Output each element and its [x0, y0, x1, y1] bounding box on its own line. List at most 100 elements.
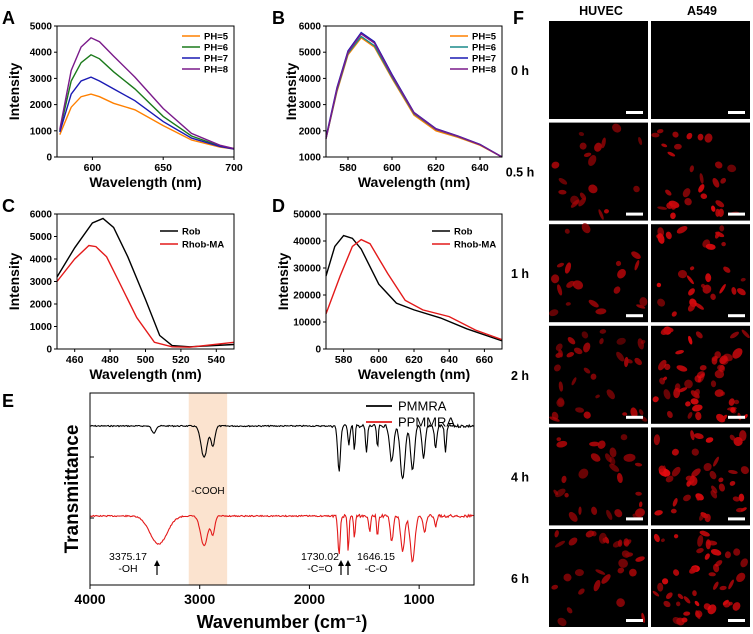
x-tick-label: 2000 [294, 591, 325, 607]
cell [617, 567, 625, 574]
cell [713, 456, 719, 467]
cell [687, 303, 696, 312]
x-axis-label: Wavelength (nm) [89, 174, 201, 190]
cell [588, 154, 597, 167]
cell [583, 152, 592, 157]
cell [609, 447, 617, 458]
legend-label-PH=8: PH=8 [204, 65, 228, 76]
cell [612, 123, 622, 133]
cell [634, 462, 643, 467]
cell [665, 475, 674, 483]
row-label: 0 h [511, 64, 529, 78]
cell [591, 531, 597, 537]
cell [568, 537, 578, 546]
cell [595, 308, 607, 315]
y-tick-label: 0 [46, 345, 52, 356]
cell [578, 588, 585, 595]
column-header: HUVEC [579, 4, 623, 18]
cell [593, 579, 601, 592]
cell [599, 338, 604, 345]
cell [663, 389, 671, 400]
cell [741, 329, 750, 339]
cell [733, 548, 741, 556]
y-tick-label: 4000 [30, 48, 53, 59]
series-line-Rob [325, 234, 503, 342]
cell [656, 129, 664, 134]
y-axis-label: Intensity [275, 253, 291, 311]
cell [690, 266, 695, 271]
cell [550, 274, 560, 284]
cell [578, 468, 589, 479]
cell [641, 612, 646, 623]
cell [674, 383, 681, 392]
legend-label-PH=5: PH=5 [204, 32, 229, 43]
x-axis-label: Wavelength (nm) [358, 366, 470, 382]
cell [719, 355, 728, 365]
plot-frame [325, 213, 503, 350]
cell [740, 466, 749, 475]
micrograph-tile [651, 427, 750, 526]
cell [657, 206, 668, 210]
cell [555, 488, 566, 498]
cell [583, 367, 591, 374]
cell [714, 161, 723, 169]
panel-F: F HUVEC A549 0 h 0.5 h 1 h 2 h 4 h 6 h [506, 4, 750, 627]
column-header: A549 [687, 4, 717, 18]
cell [673, 569, 680, 576]
cell [672, 131, 679, 138]
cell [690, 390, 700, 399]
cell [686, 275, 694, 285]
tile-background [549, 224, 648, 323]
x-tick-label: 480 [101, 354, 119, 366]
cell [566, 607, 573, 614]
x-tick-label: 1000 [404, 591, 435, 607]
y-tick-label: 1000 [30, 126, 53, 137]
cell [729, 480, 736, 486]
cell [557, 284, 563, 296]
cooh-band [188, 393, 228, 585]
cell [721, 414, 728, 421]
cell [652, 396, 659, 403]
cell [727, 164, 737, 173]
x-tick-label: 600 [370, 354, 388, 366]
cell [699, 365, 707, 371]
cell [558, 381, 564, 392]
cell [634, 357, 642, 366]
cell [676, 225, 688, 234]
cell [685, 401, 691, 407]
cell [730, 407, 736, 413]
cell [721, 241, 726, 247]
cell [555, 343, 563, 351]
cell [566, 352, 575, 358]
cell [728, 469, 738, 475]
x-tick-label: 500 [137, 354, 155, 366]
cell [638, 136, 643, 146]
y-tick-label: 2000 [30, 100, 53, 111]
y-tick-label: 3000 [30, 74, 53, 85]
cell [702, 239, 711, 248]
micrograph-tile [549, 529, 648, 627]
cell [720, 177, 727, 184]
cell [694, 433, 704, 440]
x-tick-label: 3000 [184, 591, 215, 607]
panel-letter: E [2, 391, 14, 411]
cell [578, 506, 582, 515]
cell [589, 441, 600, 447]
cell [672, 616, 682, 625]
cell [658, 465, 665, 473]
series-line-PH=8 [325, 32, 503, 158]
cell [671, 311, 677, 317]
x-tick-label: 620 [405, 354, 423, 366]
y-tick-label: 50000 [293, 210, 321, 221]
cell [614, 509, 623, 518]
x-tick-label: 4000 [74, 591, 105, 607]
cell [688, 288, 695, 296]
cell [568, 511, 578, 522]
y-tick-label: 0 [315, 345, 321, 356]
x-axis-label: Wavenumber (cm⁻¹) [197, 612, 368, 632]
y-axis-label: Transmittance [62, 425, 83, 554]
annotation-arrowhead [154, 560, 160, 566]
cell [699, 530, 710, 537]
cell [595, 569, 606, 575]
x-tick-label: 580 [339, 162, 357, 174]
